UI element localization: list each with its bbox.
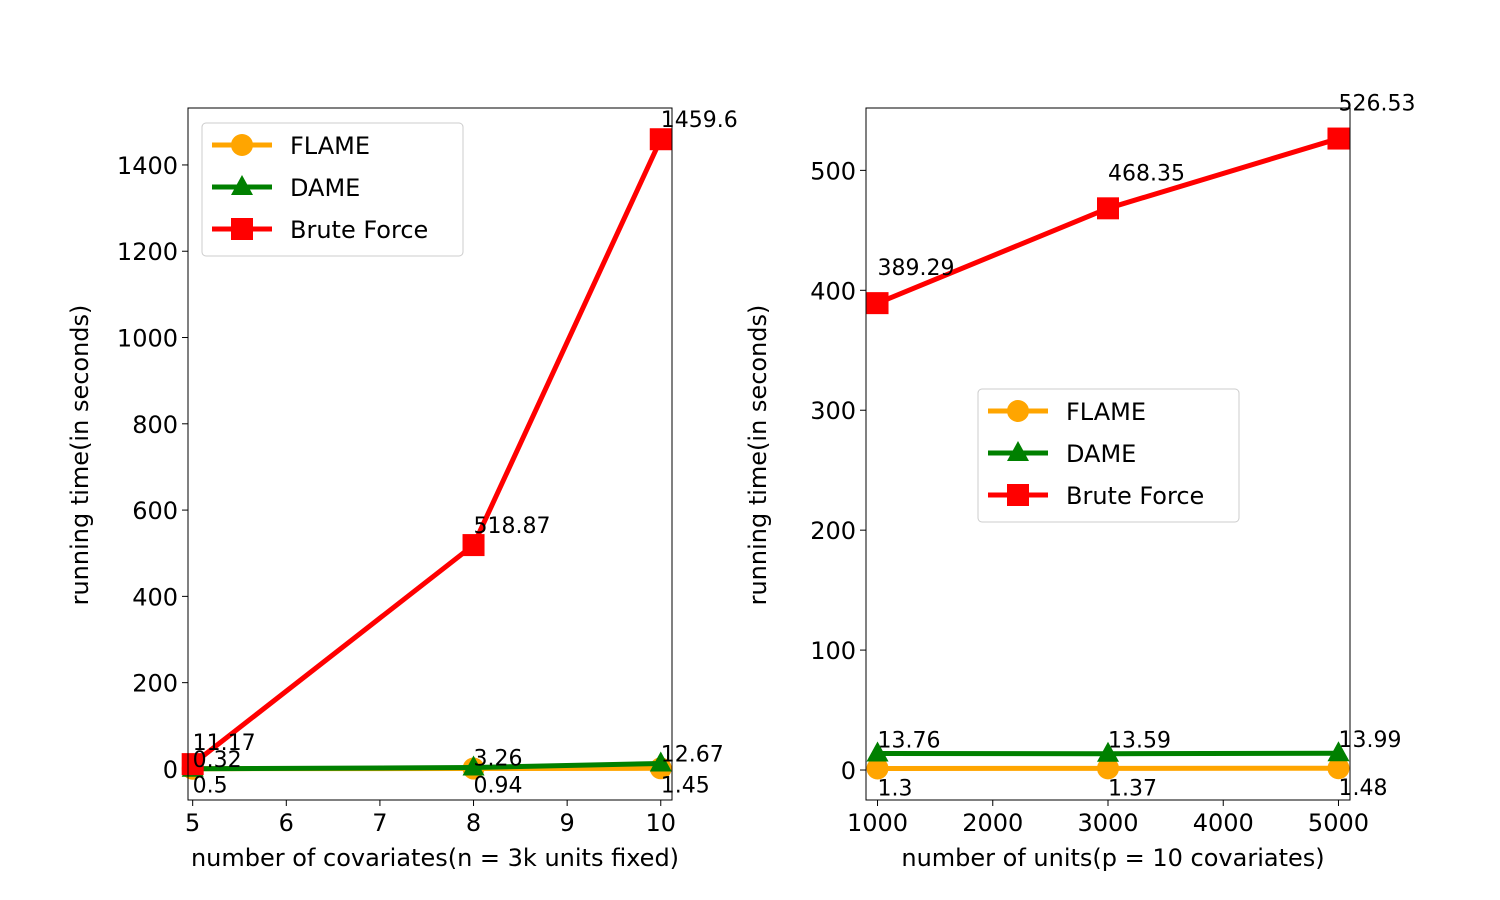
data-label: 389.29: [878, 256, 955, 281]
y-tick-label: 400: [810, 277, 856, 305]
legend-marker-brute-force: [1007, 484, 1029, 506]
marker-brute-force: [649, 128, 672, 151]
legend-marker-dame: [1007, 441, 1029, 461]
data-label: 11.17: [193, 731, 256, 756]
plot-area: [181, 128, 672, 780]
axes-frame: [187, 107, 673, 801]
y-axis-label: running time(in seconds): [66, 305, 94, 606]
marker-flame: [1097, 757, 1119, 780]
y-tick-label: 1000: [117, 325, 178, 353]
axes-frame: [865, 107, 1351, 801]
marker-brute-force: [866, 292, 889, 315]
x-tick-label: 3000: [1077, 809, 1138, 837]
data-label: 0.5: [193, 774, 228, 799]
marker-brute-force: [1097, 197, 1119, 220]
data-label: 1459.6: [661, 108, 738, 133]
y-tick-label: 400: [132, 583, 178, 611]
marker-flame: [1327, 757, 1350, 780]
x-axis-label: number of covariates(n = 3k units fixed): [191, 844, 679, 872]
y-tick-label: 100: [810, 637, 856, 665]
data-label: 0.94: [474, 774, 523, 799]
legend-marker-brute-force: [231, 218, 253, 240]
marker-dame: [866, 741, 889, 762]
marker-brute-force: [462, 534, 485, 557]
marker-dame: [1097, 741, 1119, 762]
data-label: 518.87: [474, 514, 551, 539]
legend-label: FLAME: [290, 132, 370, 160]
legend-label: Brute Force: [1066, 482, 1204, 510]
data-label: 3.26: [474, 747, 523, 772]
x-tick-label: 9: [560, 809, 575, 837]
legend-label: Brute Force: [290, 216, 428, 244]
x-tick-label: 8: [466, 809, 481, 837]
x-tick-label: 2000: [962, 809, 1023, 837]
x-axis-label: number of units(p = 10 covariates): [901, 844, 1324, 872]
y-tick-label: 200: [132, 670, 178, 698]
legend-label: DAME: [290, 174, 360, 202]
chart-1: 5 6 7 8 9 10 0 200 400 600 800 1000 1200 1400 number o…: [66, 107, 738, 872]
x-tick-label: 4000: [1193, 809, 1254, 837]
data-label: 0.32: [193, 748, 242, 773]
y-tick-label: 200: [810, 517, 856, 545]
chart-2: 1000 2000 3000 4000 5000 0 100 200 300 400 500 numb…: [744, 92, 1415, 872]
legend-box: [977, 388, 1240, 523]
marker-brute-force: [1327, 127, 1350, 150]
data-label: 1.3: [878, 776, 913, 801]
data-label: 13.76: [878, 729, 941, 754]
x-tick-label: 10: [645, 809, 676, 837]
legend: FLAME DAME Brute Force: [977, 388, 1240, 523]
y-axis-label: running time(in seconds): [744, 305, 772, 606]
legend-label: FLAME: [1066, 398, 1146, 426]
marker-brute-force: [181, 753, 204, 776]
data-label: 13.99: [1338, 728, 1401, 753]
y-tick-label: 800: [132, 411, 178, 439]
y-tick-label: 600: [132, 497, 178, 525]
data-label: 526.53: [1338, 92, 1415, 117]
legend-marker-flame: [231, 134, 253, 156]
marker-flame: [866, 757, 889, 780]
x-tick-label: 6: [279, 809, 294, 837]
plot-area: [866, 127, 1350, 780]
data-label: 1.37: [1108, 776, 1157, 801]
legend-label: DAME: [1066, 440, 1136, 468]
legend-marker-dame: [231, 175, 253, 195]
marker-dame: [462, 755, 485, 776]
y-tick-label: 1200: [117, 238, 178, 266]
data-label: 1.48: [1338, 776, 1387, 801]
y-tick-label: 0: [841, 757, 856, 785]
x-tick-label: 1000: [847, 809, 908, 837]
data-label: 468.35: [1108, 161, 1185, 186]
y-tick-label: 0: [163, 756, 178, 784]
x-tick-label: 7: [372, 809, 387, 837]
marker-dame: [1327, 741, 1350, 762]
x-tick-label: 5: [185, 809, 200, 837]
legend-marker-flame: [1007, 400, 1029, 422]
y-tick-label: 1400: [117, 152, 178, 180]
y-tick-label: 300: [810, 397, 856, 425]
data-label: 12.67: [661, 742, 724, 767]
marker-dame: [649, 751, 672, 772]
y-tick-label: 500: [810, 157, 856, 185]
data-label: 13.59: [1108, 729, 1171, 754]
data-label: 1.45: [661, 773, 710, 798]
legend: FLAME DAME Brute Force: [201, 122, 464, 257]
x-tick-label: 5000: [1308, 809, 1369, 837]
legend-box: [201, 122, 464, 257]
